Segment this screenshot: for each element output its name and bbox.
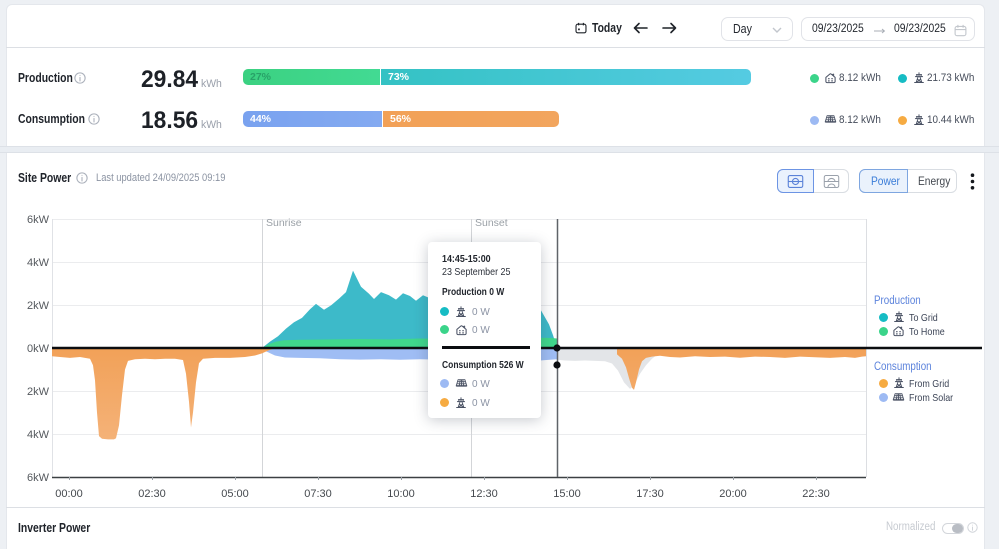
svg-text:2kW: 2kW: [27, 386, 50, 398]
svg-text:2kW: 2kW: [27, 300, 50, 312]
svg-text:15:00: 15:00: [553, 488, 581, 500]
svg-text:02:30: 02:30: [138, 488, 166, 500]
svg-text:0kW: 0kW: [27, 343, 50, 355]
svg-text:07:30: 07:30: [304, 488, 332, 500]
svg-text:6kW: 6kW: [27, 472, 50, 484]
svg-text:17:30: 17:30: [636, 488, 664, 500]
svg-text:20:00: 20:00: [719, 488, 747, 500]
svg-text:4kW: 4kW: [27, 429, 50, 441]
svg-text:Sunset: Sunset: [475, 217, 508, 229]
svg-text:10:00: 10:00: [387, 488, 415, 500]
svg-text:22:30: 22:30: [802, 488, 830, 500]
svg-text:Sunrise: Sunrise: [266, 217, 302, 229]
svg-text:4kW: 4kW: [27, 257, 50, 269]
svg-text:00:00: 00:00: [55, 488, 83, 500]
svg-text:12:30: 12:30: [470, 488, 498, 500]
svg-text:6kW: 6kW: [27, 214, 50, 226]
svg-text:05:00: 05:00: [221, 488, 249, 500]
